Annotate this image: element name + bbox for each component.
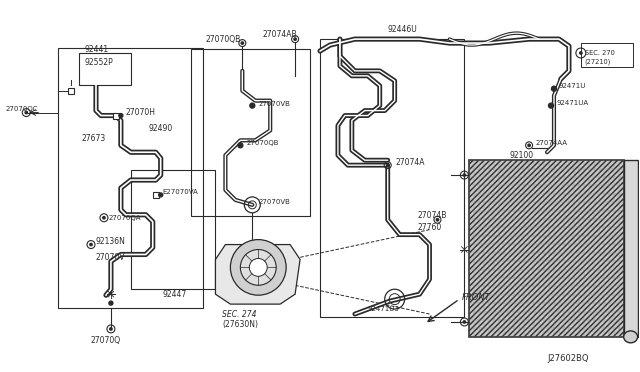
Circle shape (103, 217, 105, 219)
Circle shape (119, 113, 123, 118)
Circle shape (25, 111, 28, 114)
Text: (27210): (27210) (585, 59, 611, 65)
Text: 92552P: 92552P (84, 58, 113, 67)
Bar (79, 53, 131, 85)
Text: 92100: 92100 (509, 151, 533, 160)
Circle shape (387, 164, 389, 166)
Text: 92446U: 92446U (388, 25, 417, 34)
Text: 27070VB: 27070VB (259, 199, 290, 205)
Circle shape (241, 42, 244, 44)
Circle shape (548, 103, 554, 108)
Circle shape (463, 174, 465, 176)
Text: 92136N: 92136N (96, 237, 126, 246)
Text: J27602BQ: J27602BQ (547, 354, 589, 363)
Bar (153, 192, 159, 198)
Circle shape (294, 38, 296, 40)
Text: SEC. 274: SEC. 274 (223, 310, 257, 318)
Text: 27070Q: 27070Q (91, 336, 121, 345)
Circle shape (463, 321, 465, 323)
Text: 27070QB: 27070QB (246, 140, 279, 146)
Circle shape (580, 52, 582, 54)
Circle shape (552, 86, 556, 91)
Circle shape (250, 259, 268, 276)
Circle shape (238, 143, 243, 148)
Text: 27070V: 27070V (96, 253, 125, 262)
Circle shape (230, 240, 286, 295)
Ellipse shape (623, 331, 637, 343)
Circle shape (90, 243, 92, 246)
Text: SEC. 270: SEC. 270 (585, 50, 615, 56)
Text: 27070VB: 27070VB (259, 100, 290, 107)
Bar (58, 48, 202, 308)
Circle shape (109, 328, 112, 330)
Bar (320, 39, 465, 317)
Text: 27070H: 27070H (126, 108, 156, 117)
Circle shape (436, 219, 438, 221)
Bar (623, 160, 637, 337)
Circle shape (241, 250, 276, 285)
Circle shape (528, 144, 531, 147)
Text: 27673: 27673 (81, 134, 106, 143)
Text: 92471UA: 92471UA (557, 100, 589, 106)
Bar (68, 88, 74, 94)
Text: FRONT: FRONT (461, 293, 490, 302)
Text: 92471U3: 92471U3 (368, 306, 399, 312)
Bar (131, 170, 216, 289)
Text: 27074B: 27074B (417, 211, 447, 220)
Text: (27630N): (27630N) (223, 320, 259, 330)
Bar (191, 49, 310, 216)
Text: 27074AA: 27074AA (535, 140, 567, 146)
Text: 27760: 27760 (417, 223, 442, 232)
Bar (113, 113, 119, 119)
Text: 92441: 92441 (84, 45, 108, 54)
Bar (581, 43, 632, 67)
Text: 27074AB: 27074AB (262, 30, 297, 39)
Circle shape (109, 301, 113, 305)
Text: 92447: 92447 (163, 290, 187, 299)
Text: 92471U: 92471U (559, 83, 586, 89)
Text: 27070QB: 27070QB (205, 35, 241, 44)
Text: 27070QA: 27070QA (109, 215, 141, 221)
Text: 27074A: 27074A (396, 158, 425, 167)
Circle shape (250, 103, 255, 108)
Polygon shape (216, 244, 300, 304)
Circle shape (159, 193, 163, 197)
Text: 27070QC: 27070QC (5, 106, 38, 112)
Text: 92490: 92490 (148, 124, 173, 133)
Text: E27070VA: E27070VA (163, 189, 198, 195)
Bar (469, 160, 623, 337)
